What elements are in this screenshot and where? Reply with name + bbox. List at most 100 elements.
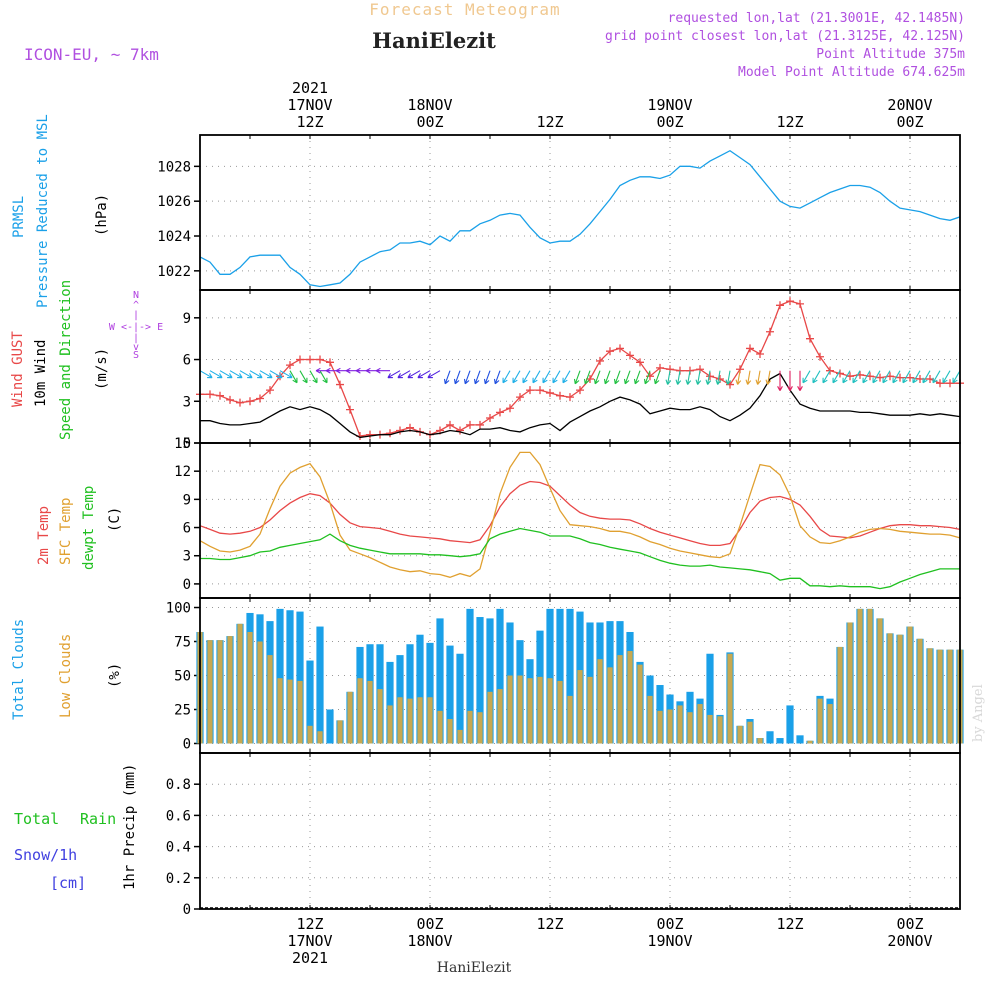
time-label-bottom: 00Z [416, 915, 443, 933]
total-cloud-bar [276, 608, 284, 744]
low-cloud-bar [367, 680, 373, 744]
wind-direction-arrow [299, 370, 308, 384]
wind-direction-arrow [675, 370, 682, 385]
gust-marker [776, 301, 784, 310]
model-label: ICON-EU, ~ 7km [24, 45, 159, 64]
wind-direction-arrow [745, 370, 752, 385]
label-low-clouds: Low Clouds [58, 634, 74, 718]
wind-direction-arrow [812, 370, 821, 384]
time-label-bottom: 19NOV [647, 932, 692, 950]
gust-marker [656, 363, 664, 372]
gust-marker [486, 413, 494, 422]
temp-side-labels: 2m Temp SFC Temp dewpt Temp (C) [36, 486, 123, 570]
total-cloud-bar [306, 660, 314, 744]
time-label-top: 20NOV [887, 96, 932, 114]
wind-panel: 0 3 6 9 [183, 289, 964, 452]
gust-marker [766, 327, 774, 336]
low-cloud-bar [427, 697, 433, 744]
gust-marker [816, 352, 824, 361]
y-tick-label: 1024 [157, 229, 191, 245]
gust-marker [626, 351, 634, 360]
wind-direction-arrow [573, 370, 581, 385]
wind-direction-arrow [387, 370, 401, 379]
low-cloud-bar [587, 676, 593, 744]
wind-direction-arrow [765, 370, 772, 385]
gust-marker [216, 391, 224, 400]
time-label-top: 17NOV [287, 96, 332, 114]
wind-direction-arrow [932, 370, 941, 384]
total-cloud-bar [406, 644, 414, 744]
total-cloud-bar [486, 618, 494, 744]
label-percent: (%) [107, 663, 123, 688]
time-label-top: 12Z [536, 113, 563, 131]
wind-direction-arrow [269, 370, 283, 379]
total-cloud-bar [476, 617, 484, 744]
wind-direction-arrow [407, 370, 421, 379]
low-cloud-bar [227, 636, 233, 744]
time-label-top: 18NOV [407, 96, 452, 114]
y-tick-label: 0.2 [166, 871, 191, 887]
gust-marker [506, 404, 514, 413]
gust-marker [876, 373, 884, 382]
compass-bar-bottom: | [133, 333, 139, 344]
compass-n: N [133, 290, 139, 301]
low-cloud-bar [557, 680, 563, 744]
gust-marker [636, 358, 644, 367]
total-cloud-bar [496, 608, 504, 744]
low-cloud-bar [847, 622, 853, 744]
gust-marker [326, 358, 334, 367]
wind-direction-arrow [583, 370, 591, 385]
wind-direction-arrow [427, 370, 441, 379]
low-cloud-bar [657, 710, 663, 744]
label-total-clouds: Total Clouds [11, 619, 27, 720]
point-altitude: Point Altitude 375m [816, 47, 965, 62]
gust-marker [456, 426, 464, 435]
gust-marker [466, 420, 474, 429]
low-cloud-bar [947, 649, 953, 744]
label-cm: [cm] [50, 874, 86, 892]
gust-marker [396, 426, 404, 435]
gust-marker [756, 349, 764, 358]
time-label-top: 12Z [776, 113, 803, 131]
label-snow: Snow/1h [14, 846, 77, 864]
gust-marker [576, 386, 584, 395]
total-cloud-bar [316, 626, 324, 744]
low-cloud-bar [627, 651, 633, 744]
temp2m-line [199, 480, 961, 547]
wind-direction-arrow [922, 370, 931, 384]
low-cloud-bar [907, 626, 913, 744]
wind-direction-arrow [209, 370, 223, 379]
total-cloud-bar [566, 608, 574, 744]
wind-direction-arrow [852, 370, 861, 384]
low-cloud-bar [347, 691, 353, 744]
sfc-temp-line [199, 451, 961, 578]
low-cloud-bar [577, 670, 583, 744]
gust-marker [296, 355, 304, 364]
low-cloud-bar [747, 721, 753, 744]
wind-direction-arrow [483, 370, 491, 385]
gust-marker [536, 386, 544, 395]
total-cloud-bar [456, 653, 464, 744]
y-tick-label: 3 [183, 394, 191, 410]
low-cloud-bar [337, 720, 343, 744]
y-tick-label: 9 [183, 311, 191, 327]
wind-direction-arrow [532, 370, 541, 384]
label-speed-direction: Speed and Direction [58, 280, 74, 440]
gust-marker [266, 386, 274, 395]
wind-direction-arrow [279, 370, 293, 379]
gust-marker [496, 408, 504, 417]
total-cloud-bar [546, 608, 554, 744]
grid-point-coords: grid point closest lon,lat (21.3125E, 42… [605, 29, 965, 44]
watermark: by Angel [971, 684, 986, 742]
wind-direction-arrow [705, 370, 712, 385]
low-cloud-bar [737, 725, 743, 744]
label-wind-gust: Wind GUST [10, 331, 26, 407]
low-cloud-bar [817, 698, 823, 744]
compass-down: v [133, 342, 139, 353]
y-tick-label: 1022 [157, 264, 191, 280]
wind-direction-arrow [229, 370, 243, 379]
compass-rose: N ^ | W <-|-> E | v S [109, 290, 163, 361]
low-cloud-bar [397, 697, 403, 744]
precip-side-labels: Total Rain Snow/1h [cm] 1hr Precip (mm) [14, 764, 138, 892]
